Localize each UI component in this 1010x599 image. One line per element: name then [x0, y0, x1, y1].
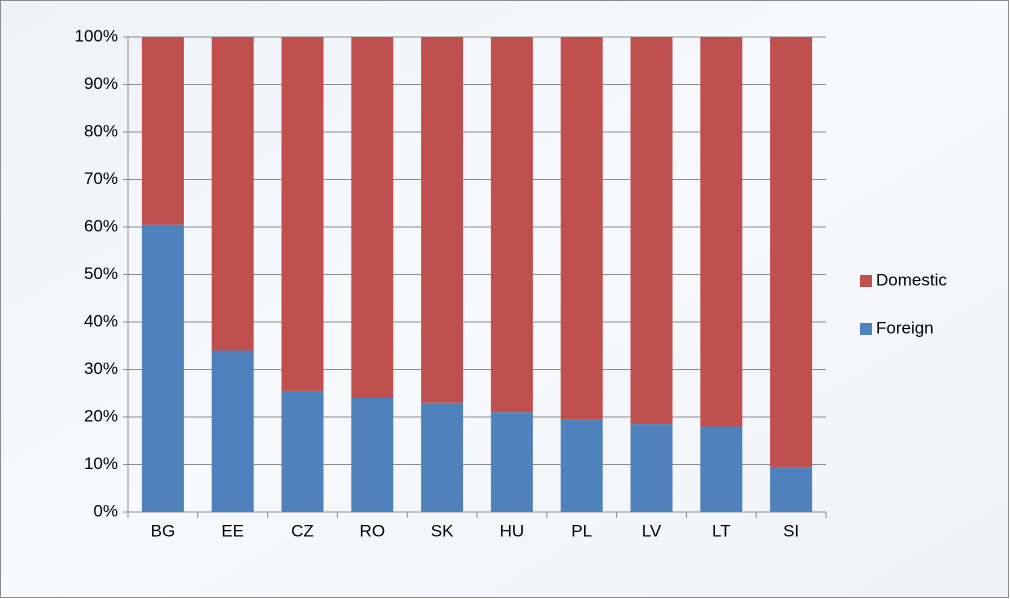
y-tick-label: 90% — [84, 74, 118, 93]
bar-segment — [281, 37, 324, 391]
bar-segment — [211, 37, 254, 351]
x-tick-label: HU — [500, 521, 525, 540]
bar-segment — [421, 37, 464, 403]
bar-segment — [141, 224, 184, 512]
y-tick-label: 100% — [75, 26, 118, 45]
bar-segment — [421, 402, 464, 512]
legend-label: Domestic — [876, 270, 947, 289]
bar-segment — [211, 350, 254, 512]
bar-segment — [141, 37, 184, 225]
y-tick-label: 0% — [93, 501, 118, 520]
legend-swatch — [860, 323, 872, 335]
x-tick-label: EE — [221, 521, 244, 540]
y-tick-label: 60% — [84, 216, 118, 235]
legend-label: Foreign — [876, 318, 934, 337]
bar-segment — [490, 37, 533, 413]
bar-segment — [630, 37, 673, 425]
bar-segment — [770, 37, 813, 467]
y-tick-label: 20% — [84, 406, 118, 425]
bar-segment — [351, 37, 394, 398]
bar-segment — [700, 37, 743, 427]
x-tick-label: SI — [783, 521, 799, 540]
x-tick-label: SK — [431, 521, 454, 540]
bar-segment — [560, 419, 603, 512]
y-tick-label: 10% — [84, 454, 118, 473]
bar-segment — [630, 424, 673, 512]
x-tick-label: PL — [571, 521, 592, 540]
x-tick-label: CZ — [291, 521, 314, 540]
y-tick-label: 50% — [84, 264, 118, 283]
bar-segment — [490, 412, 533, 512]
y-tick-label: 40% — [84, 311, 118, 330]
y-tick-label: 70% — [84, 169, 118, 188]
x-tick-label: LV — [642, 521, 662, 540]
x-tick-label: LT — [712, 521, 731, 540]
bar-segment — [351, 398, 394, 512]
legend-swatch — [860, 275, 872, 287]
bar-segment — [281, 390, 324, 512]
bar-segment — [700, 426, 743, 512]
x-tick-label: RO — [360, 521, 386, 540]
x-tick-label: BG — [151, 521, 176, 540]
y-tick-label: 80% — [84, 121, 118, 140]
y-tick-label: 30% — [84, 359, 118, 378]
bar-segment — [560, 37, 603, 420]
bar-segment — [770, 466, 813, 512]
